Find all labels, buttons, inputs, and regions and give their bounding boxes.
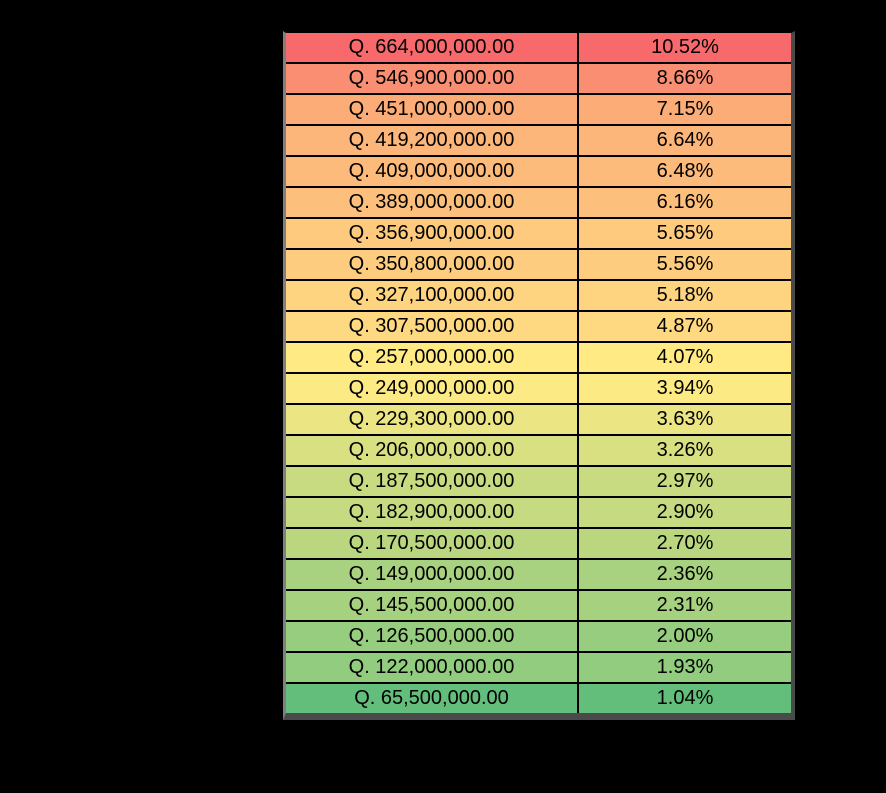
amount-cell[interactable]: Q. 187,500,000.00 — [286, 467, 579, 496]
table-row: Q. 149,000,000.00 2.36% — [286, 560, 791, 591]
percent-cell[interactable]: 5.65% — [656, 222, 714, 244]
percent-cell[interactable]: 4.07% — [656, 346, 714, 368]
table-row: Q. 419,200,000.00 6.64% — [286, 126, 791, 157]
amount-cell[interactable]: Q. 389,000,000.00 — [286, 188, 579, 217]
amount-cell[interactable]: Q. 546,900,000.00 — [286, 64, 579, 93]
table-row: Q. 182,900,000.00 2.90% — [286, 498, 791, 529]
table-row: Q. 409,000,000.00 6.48% — [286, 157, 791, 188]
table-row: Q. 350,800,000.00 5.56% — [286, 250, 791, 281]
table-row: Q. 664,000,000.00 10.52% — [286, 33, 791, 64]
percent-cell[interactable]: 1.93% — [656, 656, 714, 678]
amount-cell[interactable]: Q. 122,000,000.00 — [286, 653, 579, 682]
amount-cell[interactable]: Q. 356,900,000.00 — [286, 219, 579, 248]
percent-cell[interactable]: 3.63% — [656, 408, 714, 430]
amount-cell[interactable]: Q. 451,000,000.00 — [286, 95, 579, 124]
percent-cell[interactable]: 8.66% — [656, 67, 714, 89]
percent-cell[interactable]: 10.52% — [651, 36, 719, 58]
amount-cell[interactable]: Q. 350,800,000.00 — [286, 250, 579, 279]
table-row: Q. 229,300,000.00 3.63% — [286, 405, 791, 436]
table-row: Q. 126,500,000.00 2.00% — [286, 622, 791, 653]
amount-cell[interactable]: Q. 182,900,000.00 — [286, 498, 579, 527]
amount-cell[interactable]: Q. 307,500,000.00 — [286, 312, 579, 341]
percent-cell[interactable]: 2.31% — [656, 594, 714, 616]
percent-cell[interactable]: 3.94% — [656, 377, 714, 399]
table-row: Q. 249,000,000.00 3.94% — [286, 374, 791, 405]
percent-cell[interactable]: 1.04% — [656, 687, 714, 709]
percent-cell[interactable]: 7.15% — [656, 98, 714, 120]
percent-cell[interactable]: 5.56% — [656, 253, 714, 275]
amount-cell[interactable]: Q. 229,300,000.00 — [286, 405, 579, 434]
amount-cell[interactable]: Q. 664,000,000.00 — [286, 33, 579, 62]
table-row: Q. 122,000,000.00 1.93% — [286, 653, 791, 684]
amount-cell[interactable]: Q. 249,000,000.00 — [286, 374, 579, 403]
table-row: Q. 356,900,000.00 5.65% — [286, 219, 791, 250]
percent-cell[interactable]: 2.90% — [656, 501, 714, 523]
percent-cell[interactable]: 2.70% — [656, 532, 714, 554]
percent-cell[interactable]: 2.36% — [656, 563, 714, 585]
percent-cell[interactable]: 3.26% — [656, 439, 714, 461]
table-row: Q. 307,500,000.00 4.87% — [286, 312, 791, 343]
percent-cell[interactable]: 6.48% — [656, 160, 714, 182]
amount-cell[interactable]: Q. 126,500,000.00 — [286, 622, 579, 651]
amount-cell[interactable]: Q. 145,500,000.00 — [286, 591, 579, 620]
amount-cell[interactable]: Q. 257,000,000.00 — [286, 343, 579, 372]
table-row: Q. 206,000,000.00 3.26% — [286, 436, 791, 467]
table-row: Q. 145,500,000.00 2.31% — [286, 591, 791, 622]
table-row: Q. 389,000,000.00 6.16% — [286, 188, 791, 219]
percent-cell[interactable]: 6.64% — [656, 129, 714, 151]
percent-cell[interactable]: 6.16% — [656, 191, 714, 213]
percent-cell[interactable]: 5.18% — [656, 284, 714, 306]
amount-cell[interactable]: Q. 206,000,000.00 — [286, 436, 579, 465]
table-row: Q. 187,500,000.00 2.97% — [286, 467, 791, 498]
amount-cell[interactable]: Q. 65,500,000.00 — [286, 684, 579, 713]
table-row: Q. 170,500,000.00 2.70% — [286, 529, 791, 560]
percent-cell[interactable]: 2.00% — [656, 625, 714, 647]
amount-cell[interactable]: Q. 419,200,000.00 — [286, 126, 579, 155]
amount-cell[interactable]: Q. 170,500,000.00 — [286, 529, 579, 558]
percent-cell[interactable]: 4.87% — [656, 315, 714, 337]
amount-cell[interactable]: Q. 327,100,000.00 — [286, 281, 579, 310]
table-row: Q. 546,900,000.00 8.66% — [286, 64, 791, 95]
amount-cell[interactable]: Q. 409,000,000.00 — [286, 157, 579, 186]
percent-cell[interactable]: 2.97% — [656, 470, 714, 492]
table-row: Q. 451,000,000.00 7.15% — [286, 95, 791, 126]
table-row: Q. 327,100,000.00 5.18% — [286, 281, 791, 312]
table-row: Q. 65,500,000.00 1.04% — [286, 684, 791, 713]
table-row: Q. 257,000,000.00 4.07% — [286, 343, 791, 374]
amount-cell[interactable]: Q. 149,000,000.00 — [286, 560, 579, 589]
heatmap-table: Q. 664,000,000.00 10.52% Q. 546,900,000.… — [283, 31, 795, 720]
